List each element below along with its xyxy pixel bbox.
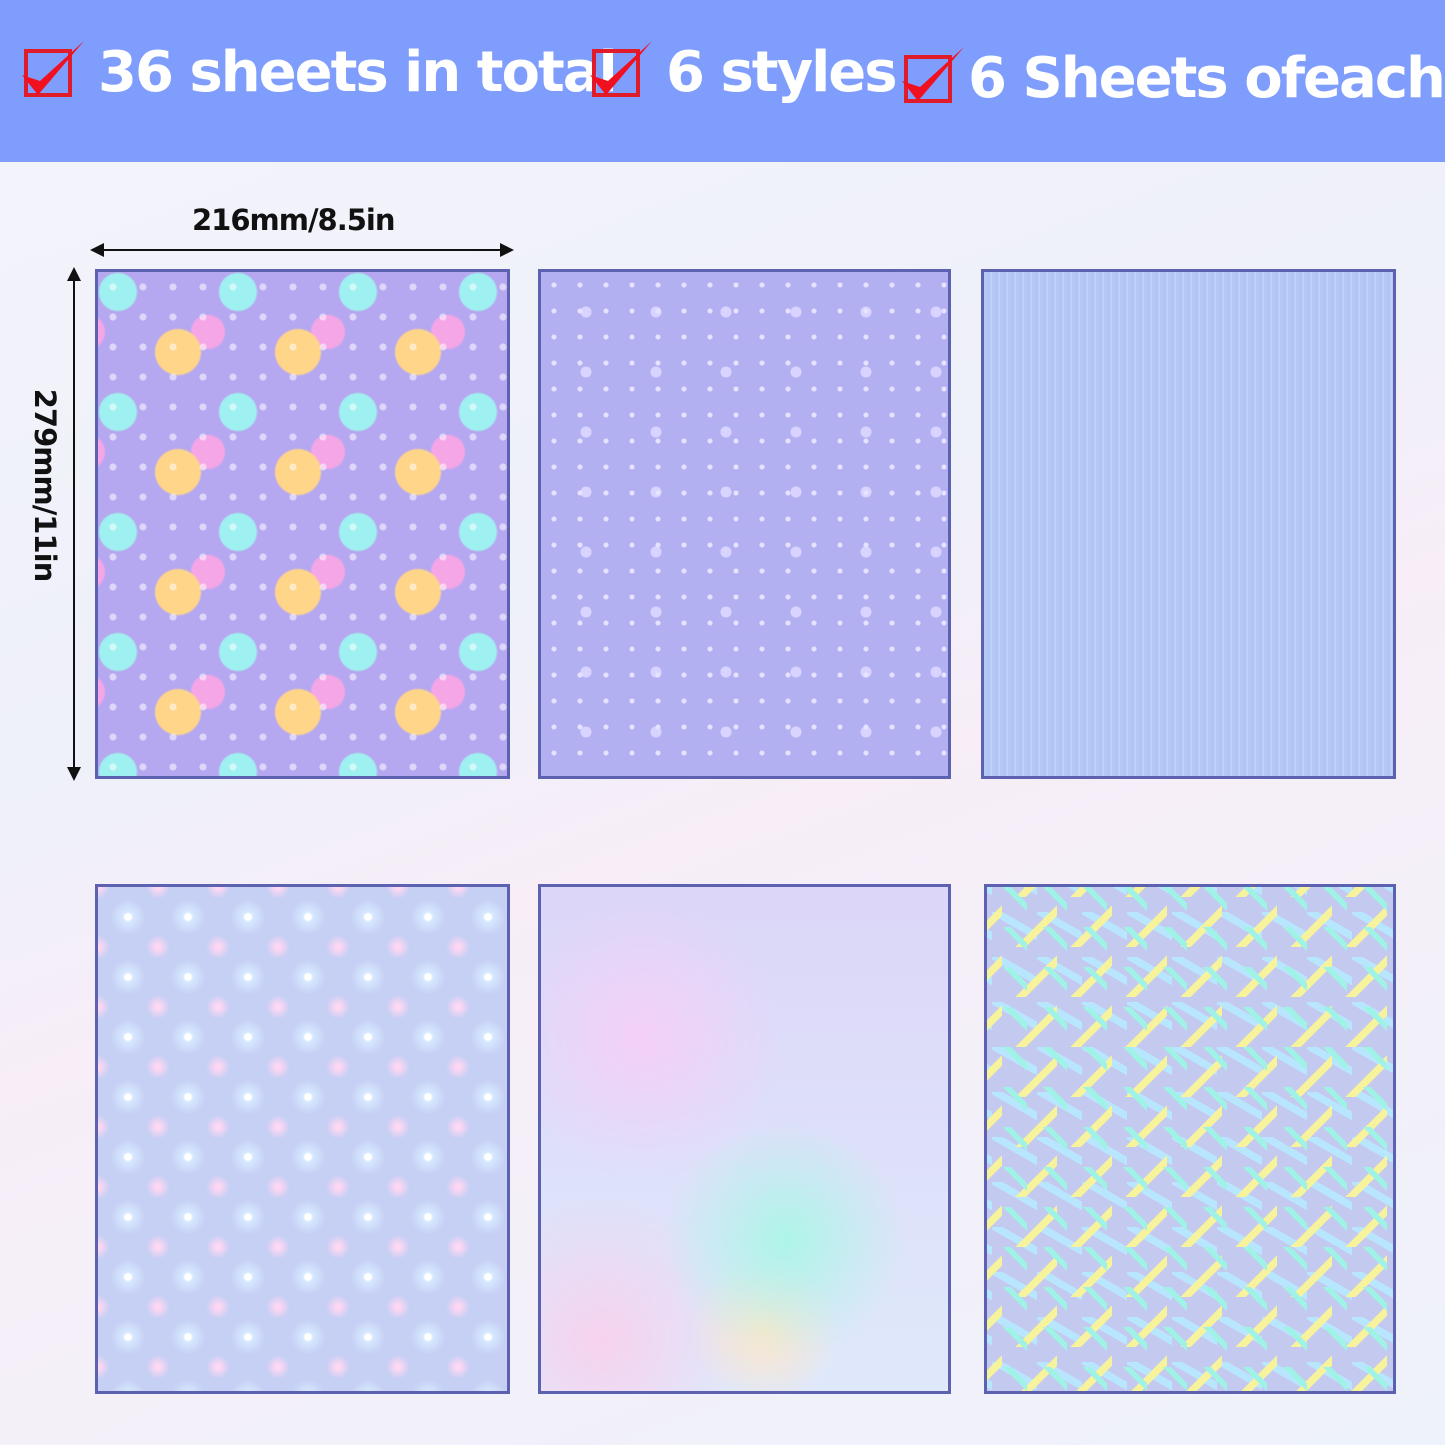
feature-label: 6 styles [666,40,898,105]
feature-total-sheets: 36 sheets in total [22,40,618,105]
width-label: 216mm/8.5in [192,203,396,237]
feature-label: 36 sheets in total [98,40,618,105]
sheet-lines [981,269,1396,779]
height-label: 279mm/11in [28,388,62,582]
sheet-stars [538,269,951,779]
feature-label: 6 Sheets ofeach [968,46,1445,111]
height-arrowheads-icon [67,267,81,781]
sheet-rainbow-gradient [538,884,951,1394]
checkbox-checked-icon [22,40,84,97]
feature-sheets-each: 6 Sheets ofeach [902,46,1445,111]
checkbox-checked-icon [590,40,652,97]
sheet-snowflake [95,269,510,779]
height-arrow [73,272,75,776]
feature-styles: 6 styles [590,40,898,105]
feature-banner: 36 sheets in total 6 styles 6 Sheets ofe… [0,0,1445,162]
sheet-broken-glass [984,884,1396,1394]
checkbox-checked-icon [902,46,964,103]
width-arrowheads-icon [90,243,514,257]
sheet-fireworks [95,884,510,1394]
width-arrow [92,249,510,251]
